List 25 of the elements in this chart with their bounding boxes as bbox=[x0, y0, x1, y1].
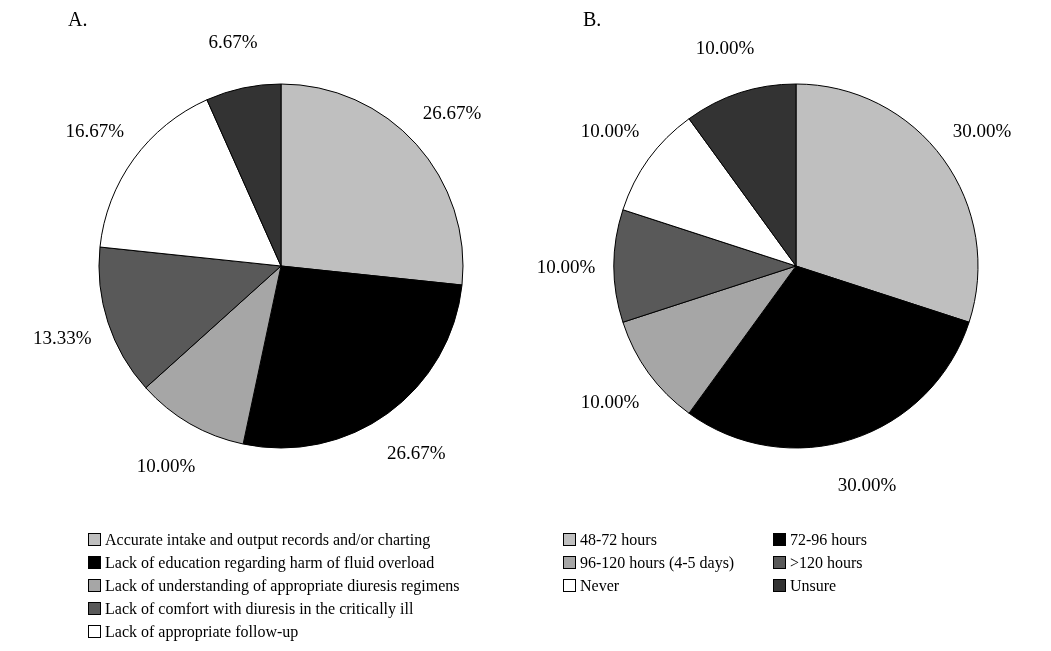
chart-title: B. bbox=[583, 8, 602, 31]
data-label: 10.00% bbox=[695, 36, 755, 58]
legend-label: Never bbox=[580, 576, 620, 596]
legend-label: Lack of understanding of appropriate diuresis regimens bbox=[105, 576, 460, 597]
data-label: 10.00% bbox=[536, 255, 596, 277]
legend-label: Accurate intake and output records and/or charting bbox=[105, 530, 431, 551]
data-label: 26.67% bbox=[386, 441, 446, 463]
data-label: 6.67% bbox=[208, 30, 258, 52]
data-label: 16.67% bbox=[65, 120, 125, 142]
legend-label: Lack of appropriate follow-up bbox=[105, 622, 299, 643]
data-label: 26.67% bbox=[422, 101, 482, 123]
chart-title: A. bbox=[68, 8, 88, 31]
data-label: 30.00% bbox=[952, 120, 1012, 142]
legend-label: 96-120 hours (4-5 days) bbox=[580, 553, 735, 574]
data-label: 10.00% bbox=[580, 390, 640, 412]
legend-label: Unsure bbox=[790, 576, 837, 596]
data-label: 10.00% bbox=[136, 454, 196, 476]
data-label: 30.00% bbox=[837, 474, 897, 496]
data-label: 10.00% bbox=[580, 120, 640, 142]
legend-label: 72-96 hours bbox=[790, 530, 867, 550]
legend-label: 48-72 hours bbox=[580, 530, 657, 550]
legend-label: Lack of comfort with diuresis in the critically ill bbox=[105, 599, 414, 620]
data-label: 13.33% bbox=[32, 326, 92, 348]
legend-label: Lack of education regarding harm of fluid overload bbox=[105, 553, 435, 574]
legend-label: >120 hours bbox=[790, 553, 863, 573]
